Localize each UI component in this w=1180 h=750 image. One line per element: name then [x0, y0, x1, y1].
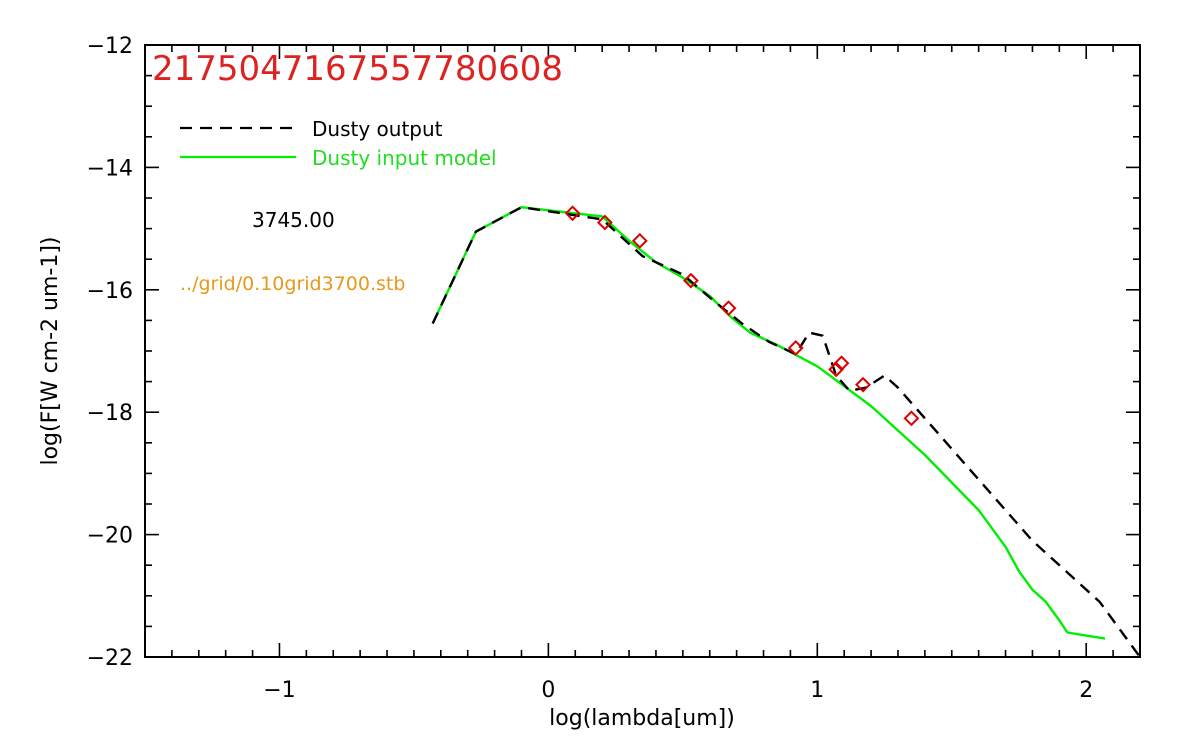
data-point-marker — [564, 205, 581, 222]
marker-layer — [564, 205, 920, 427]
x-tick-label: 2 — [1079, 678, 1093, 703]
data-point-marker — [682, 272, 699, 289]
x-tick-label: 0 — [541, 678, 555, 703]
data-point-marker — [596, 214, 613, 231]
legend: Dusty output Dusty input model — [180, 117, 497, 170]
grid-file-annotation: ../grid/0.10grid3700.stb — [180, 273, 405, 295]
data-point-marker — [855, 376, 871, 393]
data-point-marker — [828, 361, 845, 378]
chart-title: 2175047167557780608 — [152, 49, 563, 89]
x-axis-label: log(lambda[um]) — [549, 706, 735, 731]
series-dusty-output-line — [431, 205, 1141, 658]
y-tick-label: −22 — [87, 646, 133, 671]
series-layer — [431, 205, 1141, 658]
y-tick-label: −16 — [87, 279, 133, 304]
data-point-marker — [720, 300, 737, 317]
axis-ticks — [144, 44, 1141, 658]
data-point-marker — [833, 355, 850, 372]
x-tick-label: 1 — [810, 678, 824, 703]
legend-label-dusty-output: Dusty output — [312, 117, 443, 141]
temperature-annotation: 3745.00 — [252, 208, 335, 232]
data-point-marker — [903, 410, 920, 427]
data-point-marker — [631, 232, 648, 249]
x-tick-labels: −1 0 1 2 — [263, 678, 1093, 703]
y-tick-labels: −22 −20 −18 −16 −14 −12 — [87, 34, 133, 671]
y-tick-label: −18 — [87, 401, 133, 426]
y-axis-label: log(F[W cm-2 um-1]) — [38, 236, 63, 465]
y-tick-label: −20 — [87, 524, 133, 549]
data-point-marker — [787, 340, 804, 356]
y-tick-label: −12 — [87, 34, 133, 59]
y-tick-label: −14 — [87, 156, 133, 181]
plot-frame — [144, 44, 1141, 658]
legend-label-dusty-input-model: Dusty input model — [312, 146, 497, 170]
series-dusty-input-model-line — [431, 205, 1106, 640]
x-tick-label: −1 — [263, 678, 295, 703]
